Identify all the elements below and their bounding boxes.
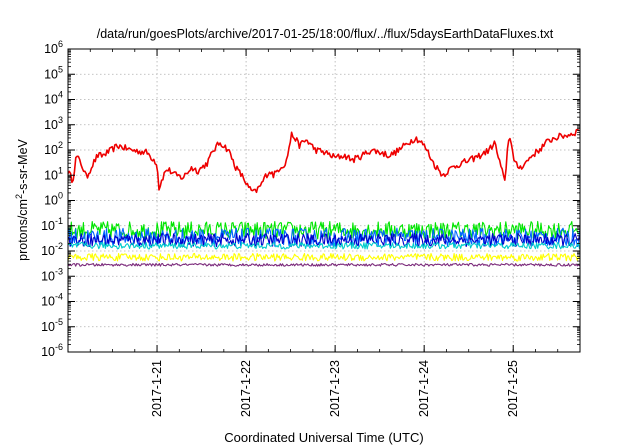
series-line-6 [67, 262, 580, 267]
x-tick-label: 2017-1-22 [239, 360, 253, 417]
y-tick-label: 102 [44, 140, 63, 157]
x-tick-label: 2017-1-24 [417, 360, 431, 417]
chart-title: /data/run/goesPlots/archive/2017-01-25/1… [97, 27, 554, 41]
y-tick-label: 10-5 [41, 317, 63, 334]
series-layer [67, 128, 581, 267]
y-tick-label: 105 [44, 64, 63, 81]
series-line-4 [67, 241, 581, 250]
y-tick-label: 101 [44, 165, 63, 182]
grid-lines [68, 49, 580, 352]
y-tick-label: 100 [44, 191, 63, 208]
y-tick-label: 106 [44, 39, 63, 56]
x-tick-label: 2017-1-21 [150, 360, 164, 417]
y-axis-label-suffix: -s-sr-MeV [16, 138, 30, 194]
x-axis-ticks: 2017-1-21 2017-1-22 2017-1-23 2017-1-24 2017… [67, 49, 581, 417]
series-line-0 [67, 128, 580, 194]
y-axis-label: protons/cm2-s-sr-MeV [14, 138, 30, 260]
y-axis-label-prefix: protons/cm [16, 199, 30, 261]
y-tick-label: 10-3 [41, 266, 63, 283]
y-tick-label: 104 [44, 90, 63, 107]
x-axis-label: Coordinated Universal Time (UTC) [224, 430, 423, 445]
y-axis-ticks: 10-6 10-5 10-4 10-3 10-2 10-1 100 101 102 103 104 1… [41, 39, 580, 359]
y-tick-label: 10-6 [41, 342, 63, 359]
series-line-5 [67, 252, 580, 262]
y-tick-label: 10-1 [41, 216, 63, 233]
y-tick-label: 10-2 [41, 241, 63, 258]
y-axis-label-sup: 2 [14, 194, 24, 199]
y-tick-label: 103 [44, 115, 63, 132]
x-tick-label: 2017-1-25 [506, 360, 520, 417]
y-tick-label: 10-4 [41, 292, 63, 309]
x-tick-label: 2017-1-23 [328, 360, 342, 417]
series-line-3 [67, 232, 581, 248]
